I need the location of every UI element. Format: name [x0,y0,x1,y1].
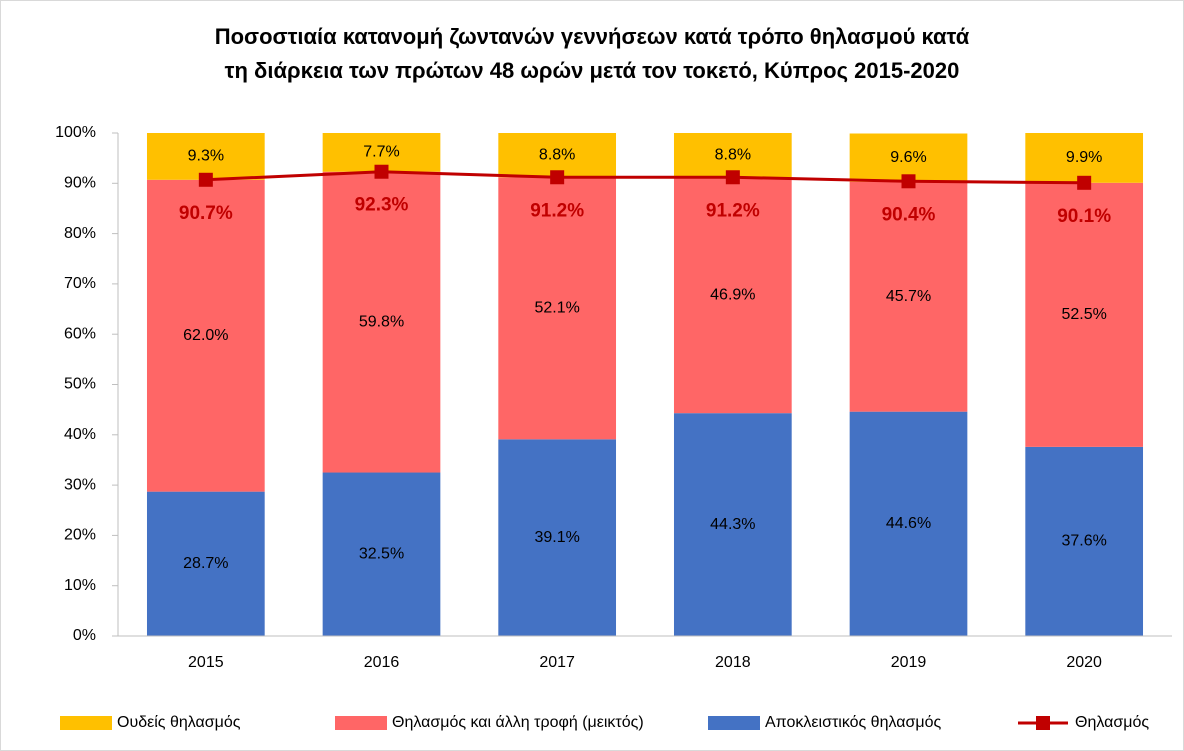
line-data-label: 90.7% [179,203,233,224]
line-data-label: 92.3% [355,195,409,216]
bar-segment [673,133,792,178]
data-label: 52.5% [1061,306,1106,323]
bar-segment [849,133,968,182]
data-label: 8.8% [539,146,575,163]
bar-segment [849,411,968,636]
y-tick-label: 70% [64,275,96,292]
data-label: 9.3% [188,148,224,165]
bar-segment [1025,446,1144,636]
line-data-label: 91.2% [706,200,760,221]
y-tick-label: 90% [64,175,96,192]
x-tick-label: 2020 [1066,654,1102,671]
line-data-label: 90.1% [1057,206,1111,227]
y-tick-label: 20% [64,527,96,544]
line-marker [550,170,565,185]
data-label: 46.9% [710,286,755,303]
legend-label: Θηλασμός και άλλη τροφή (μεικτός) [392,714,644,731]
line-marker [901,174,916,189]
x-tick-label: 2016 [364,654,400,671]
y-tick-label: 80% [64,225,96,242]
bar-segment [498,177,617,440]
bar-segment [673,413,792,636]
legend-label: Θηλασμός [1075,714,1149,731]
bar-segment [322,472,441,636]
data-label: 59.8% [359,313,404,330]
data-label: 52.1% [534,300,579,317]
y-tick-label: 50% [64,376,96,393]
data-label: 8.8% [715,146,751,163]
line-marker [725,170,740,185]
bar-segment [146,491,265,636]
chart-title: Ποσοστιαία κατανομή ζωντανών γεννήσεων κ… [215,24,970,49]
data-label: 32.5% [359,545,404,562]
bar-segment [498,133,617,178]
legend-swatch [1036,716,1050,730]
y-tick-label: 0% [73,627,96,644]
chart-title: τη διάρκεια των πρώτων 48 ωρών μετά τον … [225,58,960,83]
line-marker [1077,175,1092,190]
bar-segment [1025,133,1144,183]
bar-segment [322,171,441,473]
data-label: 44.3% [710,516,755,533]
line-marker [198,172,213,187]
y-tick-label: 30% [64,476,96,493]
line [205,170,1085,185]
data-label: 44.6% [886,515,931,532]
data-label: 45.7% [886,288,931,305]
legend-swatch [708,716,760,730]
y-tick-label: 60% [64,325,96,342]
y-tick-label: 10% [64,577,96,594]
bar-segment [146,179,265,492]
x-tick-label: 2017 [539,654,575,671]
data-label: 62.0% [183,327,228,344]
x-tick-label: 2018 [715,654,751,671]
data-label: 39.1% [534,529,579,546]
data-label: 9.9% [1066,149,1102,166]
bar-segment [849,181,968,412]
bar-segment [146,133,265,180]
y-tick-label: 40% [64,426,96,443]
data-label: 28.7% [183,555,228,572]
data-label: 37.6% [1061,533,1106,550]
bar-segment [1025,182,1144,447]
x-tick-label: 2019 [891,654,927,671]
line-data-label: 91.2% [530,200,584,221]
x-tick-label: 2015 [188,654,224,671]
bar-segment [498,439,617,636]
legend-swatch [335,716,387,730]
y-tick-label: 100% [55,124,96,141]
legend-label: Αποκλειστικός θηλασμός [765,714,941,731]
bar-segment [673,177,792,414]
data-label: 9.6% [890,149,926,166]
line-marker [374,164,389,179]
data-label: 7.7% [363,144,399,161]
line-data-label: 90.4% [882,204,936,225]
legend-label: Ουδείς θηλασμός [117,714,241,731]
legend-swatch [60,716,112,730]
